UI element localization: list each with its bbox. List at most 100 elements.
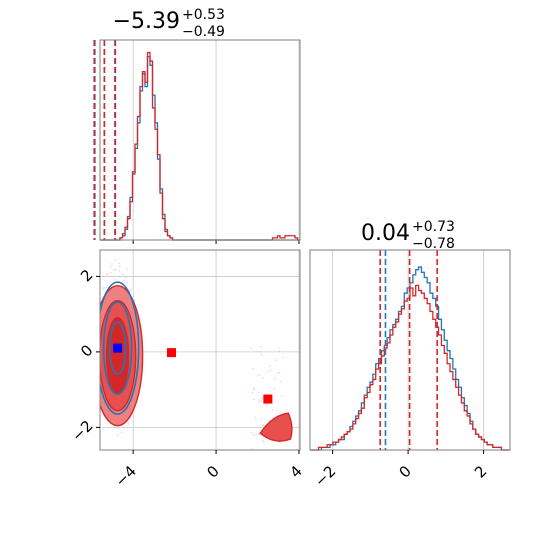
- title-param2: 0.04 +0.73 −0.78: [361, 219, 455, 252]
- histogram-param2-frame: [309, 249, 511, 451]
- contour-scatter-point: [98, 363, 100, 365]
- contour-scatter-point: [282, 451, 284, 453]
- histogram-param1-series: [93, 40, 300, 241]
- contour-scatter-point: [98, 372, 100, 374]
- contour-scatter-point: [258, 350, 261, 353]
- contour-scatter-point: [260, 345, 262, 348]
- contour-x-tick-label: 0: [203, 462, 222, 481]
- contour-scatter-point: [279, 380, 282, 383]
- contour-scatter-point: [106, 272, 109, 275]
- contour-scatter-point: [251, 431, 253, 434]
- contour-y-tick-label: 2: [77, 266, 96, 285]
- contour-scatter-point: [254, 416, 257, 419]
- contour-scatter-point: [253, 387, 255, 389]
- contour-scatter-point: [258, 374, 261, 377]
- title-param2-value: 0.04: [361, 221, 410, 246]
- contour-scatter-point: [273, 377, 276, 380]
- contour-scatter-point: [266, 404, 268, 407]
- contour-red-marker-2: [263, 394, 273, 404]
- contour-blue-level-1: [100, 281, 140, 415]
- histogram-param1-panel: [93, 39, 301, 244]
- contour-scatter-point: [278, 372, 280, 374]
- contour-scatter-point: [272, 450, 274, 452]
- contour-scatter-point: [280, 394, 283, 397]
- title-param1-value: −5.39: [113, 9, 180, 34]
- contour-scatter-point: [110, 271, 112, 274]
- contour-scatter-point: [258, 433, 261, 436]
- contour-panel: −2 0 2 −4 0 4: [68, 249, 306, 490]
- contour-scatter-point: [252, 434, 255, 436]
- histogram-param2-panel: −2 0 2: [309, 249, 511, 490]
- contour-scatter-point: [258, 391, 260, 393]
- contour-scatter-point: [269, 364, 271, 367]
- contour-scatter-point: [278, 350, 280, 352]
- contour-scatter-point: [105, 273, 108, 276]
- contour-scatter-point: [262, 424, 265, 427]
- contour-y-tick-label: −2: [68, 417, 96, 445]
- histogram-param1-grid: [132, 40, 300, 244]
- contour-x-tick-label: −4: [112, 462, 140, 490]
- contour-scatter-point: [118, 269, 121, 272]
- contour-scatter-point: [269, 369, 272, 372]
- contour-scatter-point: [260, 417, 263, 420]
- contour-scatter-point: [114, 278, 116, 281]
- contour-scatter-point: [114, 259, 117, 261]
- histogram-param2-x-ticks: −2 0 2: [311, 450, 490, 490]
- contour-y-ticks: −2 0 2: [68, 266, 100, 445]
- contour-scatter-point: [113, 269, 115, 271]
- contour-scatter-point: [110, 266, 113, 268]
- histogram-param2-x-tick-label: 2: [471, 462, 490, 481]
- contour-scatter-point: [261, 397, 263, 399]
- contour-scatter-point: [121, 431, 123, 434]
- contour-x-tick-label: 4: [286, 462, 305, 481]
- contour-blue-level-3: [108, 321, 127, 375]
- histogram-param2-x-tick-label: 0: [395, 462, 414, 481]
- contour-scatter-point: [277, 347, 280, 349]
- contour-red-marker-1: [167, 348, 177, 358]
- contour-scatter-point: [127, 423, 130, 425]
- title-param2-upper: +0.73: [412, 219, 455, 235]
- contour-scatter-point: [258, 400, 261, 403]
- contour-scatter-point: [106, 286, 108, 289]
- contour-scatter-point: [130, 288, 133, 291]
- contour-scatter-point: [126, 281, 129, 284]
- contour-scatter-point: [259, 399, 262, 402]
- contour-scatter-point: [123, 280, 125, 282]
- title-param2-lower: −0.78: [412, 236, 455, 252]
- title-param1: −5.39 +0.53 −0.49: [113, 7, 225, 40]
- contour-scatter-point: [255, 433, 258, 435]
- contour-x-ticks: −4 0 4: [112, 450, 306, 490]
- contour-scatter-point: [98, 324, 100, 326]
- contour-scatter-point: [273, 388, 275, 390]
- contour-frame: [99, 249, 301, 451]
- contour-scatter-point: [267, 370, 269, 373]
- contour-scatter-point: [271, 409, 274, 411]
- contour-red-secondary-level: [259, 412, 293, 442]
- contour-scatter-point: [118, 262, 120, 264]
- contour-markers: [113, 343, 273, 404]
- histogram-param2-blue-series: [310, 266, 510, 451]
- contour-scatter-point: [275, 359, 277, 361]
- contour-scatter-point: [98, 329, 100, 331]
- contour-scatter-point: [103, 286, 105, 289]
- contour-scatter-point: [250, 347, 253, 350]
- title-param1-upper: +0.53: [182, 7, 225, 23]
- contour-y-tick-label: 0: [77, 341, 96, 360]
- contour-blue-level-2: [102, 301, 133, 395]
- contour-scatter-point: [261, 440, 264, 442]
- contour-scatter-point: [263, 441, 265, 444]
- histogram-param1-red-series: [100, 51, 300, 241]
- contour-scatter-point: [125, 276, 127, 279]
- histogram-param2-grid: [332, 250, 484, 450]
- contour-scatter-point: [121, 273, 124, 276]
- contour-scatter-point: [253, 388, 256, 391]
- contour-scatter-point: [260, 353, 263, 356]
- contour-scatter-point: [251, 391, 254, 394]
- contour-scatter-point: [129, 290, 131, 292]
- contour-scatter-point: [251, 367, 254, 370]
- contour-scatter-point: [117, 434, 119, 436]
- contour-scatter-point: [119, 265, 121, 268]
- contour-blue-marker: [113, 343, 123, 353]
- contour-scatter-point: [126, 268, 128, 271]
